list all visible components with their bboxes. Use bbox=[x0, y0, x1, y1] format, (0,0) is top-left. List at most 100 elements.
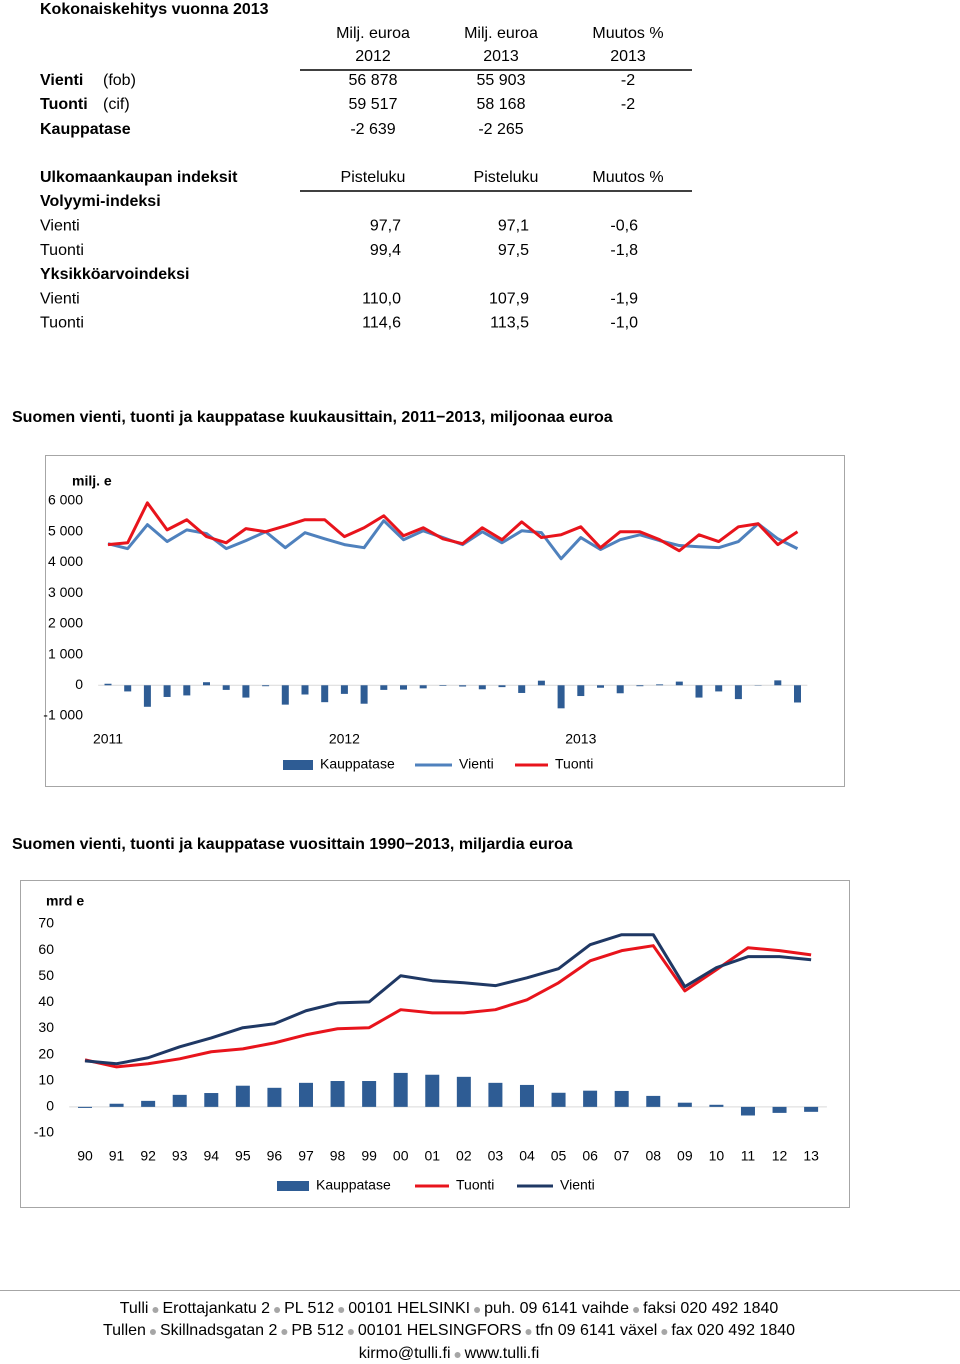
x-tick-label: 98 bbox=[330, 1148, 346, 1164]
cell: 97,7 bbox=[370, 218, 401, 235]
bar bbox=[393, 1072, 408, 1107]
bar bbox=[557, 685, 565, 709]
cell: 107,9 bbox=[489, 290, 529, 307]
cell: 58 168 bbox=[477, 96, 526, 113]
bar bbox=[772, 1106, 787, 1113]
footer-text: PB 512 bbox=[291, 1322, 344, 1339]
legend-label: Vienti bbox=[459, 756, 494, 772]
column-header: Pisteluku bbox=[474, 169, 539, 186]
cell: -2 639 bbox=[350, 121, 395, 138]
x-tick-label: 12 bbox=[772, 1148, 788, 1164]
separator-dot bbox=[149, 1329, 156, 1335]
footer-text: Tulli bbox=[120, 1300, 149, 1317]
group-label: Yksikköarvoindeksi bbox=[40, 266, 189, 283]
x-tick-label: 94 bbox=[203, 1148, 219, 1164]
row-label: Tuonti bbox=[40, 242, 84, 259]
bar bbox=[656, 684, 664, 686]
cell: -2 bbox=[621, 96, 635, 113]
separator-dot bbox=[525, 1329, 532, 1335]
cell: 56 878 bbox=[349, 72, 398, 89]
row-label: Tuonti bbox=[40, 315, 84, 332]
row-label: Tuonti bbox=[40, 96, 88, 113]
footer-text: 00101 HELSINGFORS bbox=[358, 1322, 522, 1339]
x-tick-label: 07 bbox=[614, 1148, 630, 1164]
y-tick-label: 40 bbox=[38, 993, 54, 1009]
legend-label: Kauppatase bbox=[320, 756, 395, 772]
chart-frame bbox=[20, 880, 850, 1208]
separator-dot bbox=[661, 1329, 668, 1335]
bar bbox=[646, 1095, 661, 1107]
column-unit: Milj. euroa bbox=[336, 25, 410, 42]
x-tick-label: 00 bbox=[393, 1148, 409, 1164]
bar bbox=[695, 685, 703, 698]
legend-label: Vienti bbox=[560, 1177, 595, 1193]
y-tick-label: 3 000 bbox=[48, 584, 83, 600]
chart-frame bbox=[45, 455, 845, 787]
separator-dot bbox=[274, 1307, 281, 1313]
bar bbox=[577, 685, 585, 697]
bar bbox=[488, 1082, 503, 1107]
cell: -2 bbox=[621, 72, 635, 89]
separator-dot bbox=[474, 1307, 481, 1313]
legend-swatch bbox=[283, 760, 313, 770]
separator-dot bbox=[152, 1307, 159, 1313]
line bbox=[107, 501, 799, 553]
table-title: Ulkomaankaupan indeksit bbox=[40, 169, 238, 186]
x-tick-label: 99 bbox=[361, 1148, 377, 1164]
x-tick-label: 08 bbox=[645, 1148, 661, 1164]
row-label: Vienti bbox=[40, 290, 80, 307]
cell: -1,8 bbox=[610, 242, 638, 259]
separator-dot bbox=[454, 1352, 461, 1358]
x-tick-label: 93 bbox=[172, 1148, 188, 1164]
x-tick-label: 2012 bbox=[329, 731, 360, 747]
x-tick-label: 96 bbox=[267, 1148, 283, 1164]
x-tick-label: 05 bbox=[551, 1148, 567, 1164]
cell: 99,4 bbox=[370, 242, 401, 259]
footer-text: Erottajankatu 2 bbox=[162, 1300, 270, 1317]
x-tick-label: 2011 bbox=[93, 731, 123, 747]
bar bbox=[456, 1076, 471, 1107]
y-tick-label: 2 000 bbox=[48, 615, 83, 631]
bar bbox=[583, 1090, 598, 1107]
bar bbox=[109, 1103, 124, 1107]
line bbox=[84, 933, 812, 1066]
bar bbox=[425, 1074, 440, 1107]
footer-text: kirmo@tulli.fi bbox=[359, 1345, 451, 1362]
x-tick-label: 02 bbox=[456, 1148, 472, 1164]
y-tick-label: 1 000 bbox=[48, 645, 83, 661]
line bbox=[84, 944, 812, 1069]
bar bbox=[537, 680, 545, 686]
bar bbox=[551, 1092, 566, 1107]
bar bbox=[172, 1094, 187, 1107]
bar bbox=[163, 685, 171, 697]
bar bbox=[235, 1085, 250, 1107]
footer-text: tfn 09 6141 växel bbox=[535, 1322, 657, 1339]
bar bbox=[518, 685, 526, 693]
cell: 113,5 bbox=[490, 315, 529, 332]
bar bbox=[709, 1104, 724, 1107]
bar bbox=[519, 1084, 534, 1107]
bar bbox=[597, 685, 604, 688]
bar bbox=[740, 1106, 755, 1116]
bar bbox=[321, 685, 329, 703]
bar bbox=[330, 1081, 345, 1107]
row-note: (fob) bbox=[103, 72, 136, 89]
bar bbox=[143, 685, 151, 707]
cell: 114,6 bbox=[362, 315, 401, 332]
bar bbox=[298, 1082, 313, 1107]
x-tick-label: 2013 bbox=[565, 731, 596, 747]
column-year: 2013 bbox=[610, 48, 646, 65]
x-tick-label: 92 bbox=[140, 1148, 156, 1164]
cell: 97,1 bbox=[498, 218, 529, 235]
bar bbox=[400, 685, 407, 690]
bar bbox=[614, 1090, 629, 1107]
separator-dot bbox=[338, 1307, 345, 1313]
bar bbox=[124, 685, 132, 692]
y-tick-label: 6 000 bbox=[48, 492, 83, 508]
separator-dot bbox=[281, 1329, 288, 1335]
cell: -1,9 bbox=[610, 290, 638, 307]
y-tick-label: 0 bbox=[75, 676, 83, 692]
legend-label: Tuonti bbox=[555, 756, 593, 772]
y-tick-label: 60 bbox=[38, 941, 54, 957]
